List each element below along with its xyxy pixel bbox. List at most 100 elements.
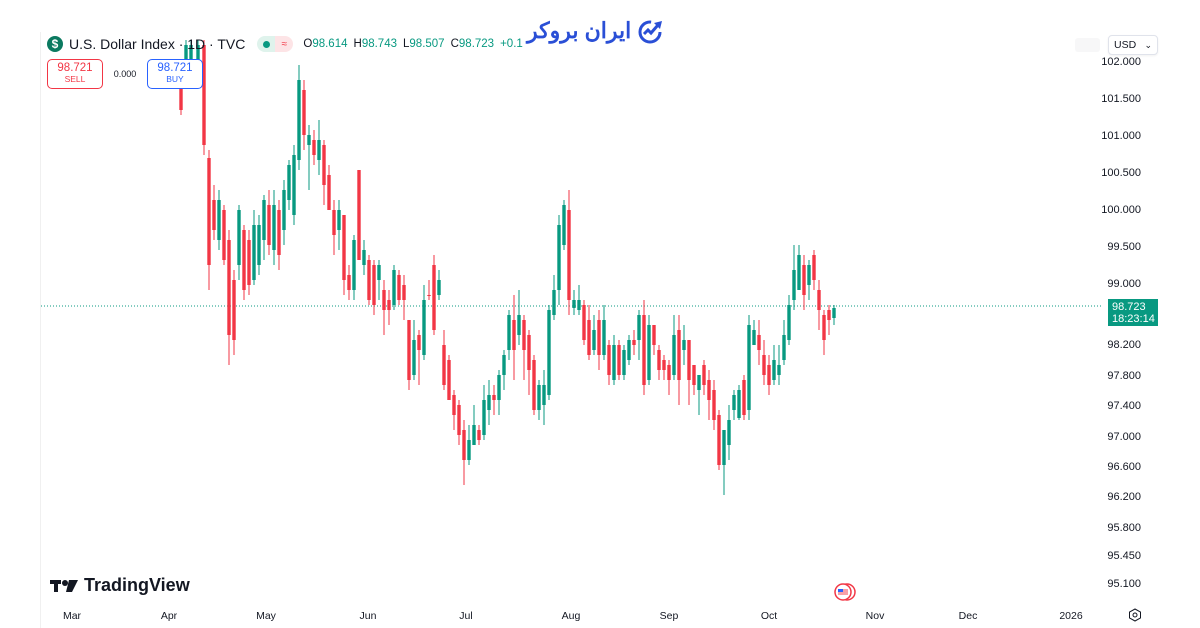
- candle[interactable]: [542, 370, 546, 425]
- candle[interactable]: [597, 310, 601, 370]
- candle[interactable]: [212, 185, 216, 240]
- candle[interactable]: [407, 320, 411, 390]
- candle[interactable]: [767, 355, 771, 395]
- candle[interactable]: [287, 160, 291, 210]
- candle[interactable]: [657, 345, 661, 380]
- candle[interactable]: [337, 200, 341, 250]
- candle[interactable]: [647, 315, 651, 385]
- candle[interactable]: [572, 290, 576, 315]
- candle[interactable]: [522, 315, 526, 380]
- candle[interactable]: [487, 380, 491, 425]
- candle[interactable]: [512, 295, 516, 380]
- candle[interactable]: [547, 305, 551, 400]
- candle[interactable]: [592, 315, 596, 355]
- candle[interactable]: [442, 330, 446, 390]
- candle[interactable]: [502, 350, 506, 390]
- candle[interactable]: [632, 330, 636, 355]
- candle[interactable]: [302, 80, 306, 150]
- candle[interactable]: [252, 210, 256, 285]
- candle[interactable]: [297, 65, 301, 170]
- candle[interactable]: [397, 270, 401, 305]
- candle[interactable]: [267, 190, 271, 255]
- candle[interactable]: [777, 345, 781, 385]
- candle[interactable]: [582, 300, 586, 345]
- candle[interactable]: [437, 270, 441, 300]
- candle[interactable]: [357, 170, 361, 260]
- candle[interactable]: [372, 260, 376, 315]
- candle[interactable]: [432, 255, 436, 335]
- candle[interactable]: [757, 320, 761, 365]
- candle[interactable]: [692, 365, 696, 395]
- candle[interactable]: [417, 330, 421, 385]
- us-economic-event-flag-icon[interactable]: [834, 583, 856, 601]
- candle[interactable]: [247, 230, 251, 295]
- candle[interactable]: [242, 225, 246, 300]
- candlestick-plot[interactable]: [41, 32, 1101, 598]
- candle[interactable]: [307, 125, 311, 190]
- candle[interactable]: [362, 240, 366, 275]
- candle[interactable]: [802, 255, 806, 310]
- candle[interactable]: [517, 290, 521, 345]
- candle[interactable]: [687, 340, 691, 405]
- candle[interactable]: [772, 345, 776, 385]
- candle[interactable]: [327, 165, 331, 210]
- candle[interactable]: [282, 180, 286, 245]
- symbol-title[interactable]: U.S. Dollar Index · 1D · TVC: [69, 36, 246, 52]
- candle[interactable]: [217, 190, 221, 250]
- candle[interactable]: [262, 195, 266, 260]
- sell-button[interactable]: 98.721 SELL: [47, 59, 103, 89]
- candle[interactable]: [412, 320, 416, 380]
- candle[interactable]: [237, 205, 241, 280]
- candle[interactable]: [747, 315, 751, 420]
- candle[interactable]: [732, 390, 736, 420]
- candle[interactable]: [712, 380, 716, 430]
- candle[interactable]: [367, 255, 371, 305]
- candle[interactable]: [742, 375, 746, 420]
- candle[interactable]: [227, 230, 231, 365]
- candle[interactable]: [672, 315, 676, 380]
- price-axis[interactable]: 102.000 101.500 101.000 100.500 100.000 99.50…: [1101, 32, 1161, 628]
- candle[interactable]: [762, 340, 766, 385]
- candle[interactable]: [532, 355, 536, 415]
- candle[interactable]: [682, 325, 686, 365]
- candle[interactable]: [577, 285, 581, 315]
- candle[interactable]: [557, 215, 561, 305]
- candle[interactable]: [447, 355, 451, 400]
- candle[interactable]: [727, 405, 731, 460]
- settings-gear-icon[interactable]: [1128, 608, 1142, 622]
- candle[interactable]: [832, 305, 836, 325]
- candle[interactable]: [642, 300, 646, 395]
- currency-select[interactable]: USD ⌄: [1108, 35, 1158, 55]
- candle[interactable]: [702, 360, 706, 395]
- candle[interactable]: [452, 390, 456, 430]
- candle[interactable]: [222, 205, 226, 265]
- candle[interactable]: [497, 370, 501, 415]
- candle[interactable]: [792, 245, 796, 310]
- candle[interactable]: [277, 200, 281, 270]
- candle[interactable]: [472, 405, 476, 445]
- candle[interactable]: [587, 305, 591, 360]
- candle[interactable]: [507, 310, 511, 360]
- candle[interactable]: [462, 420, 466, 485]
- candle[interactable]: [352, 235, 356, 300]
- candle[interactable]: [457, 400, 461, 445]
- candle[interactable]: [722, 430, 726, 495]
- candle[interactable]: [292, 145, 296, 225]
- candle[interactable]: [482, 385, 486, 440]
- candle[interactable]: [562, 200, 566, 250]
- candle[interactable]: [752, 320, 756, 345]
- candle[interactable]: [782, 320, 786, 365]
- candle[interactable]: [332, 200, 336, 255]
- candle[interactable]: [342, 215, 346, 295]
- candle[interactable]: [382, 280, 386, 335]
- candle[interactable]: [737, 385, 741, 420]
- candle[interactable]: [527, 330, 531, 395]
- candle[interactable]: [617, 340, 621, 380]
- candle[interactable]: [422, 285, 426, 360]
- chart-container[interactable]: 102.000 101.500 101.000 100.500 100.000 99.50…: [40, 32, 1161, 628]
- candle[interactable]: [822, 310, 826, 355]
- tradingview-watermark[interactable]: TradingView: [50, 575, 190, 596]
- candle[interactable]: [677, 315, 681, 405]
- candle[interactable]: [612, 335, 616, 385]
- buy-button[interactable]: 98.721 BUY: [147, 59, 203, 89]
